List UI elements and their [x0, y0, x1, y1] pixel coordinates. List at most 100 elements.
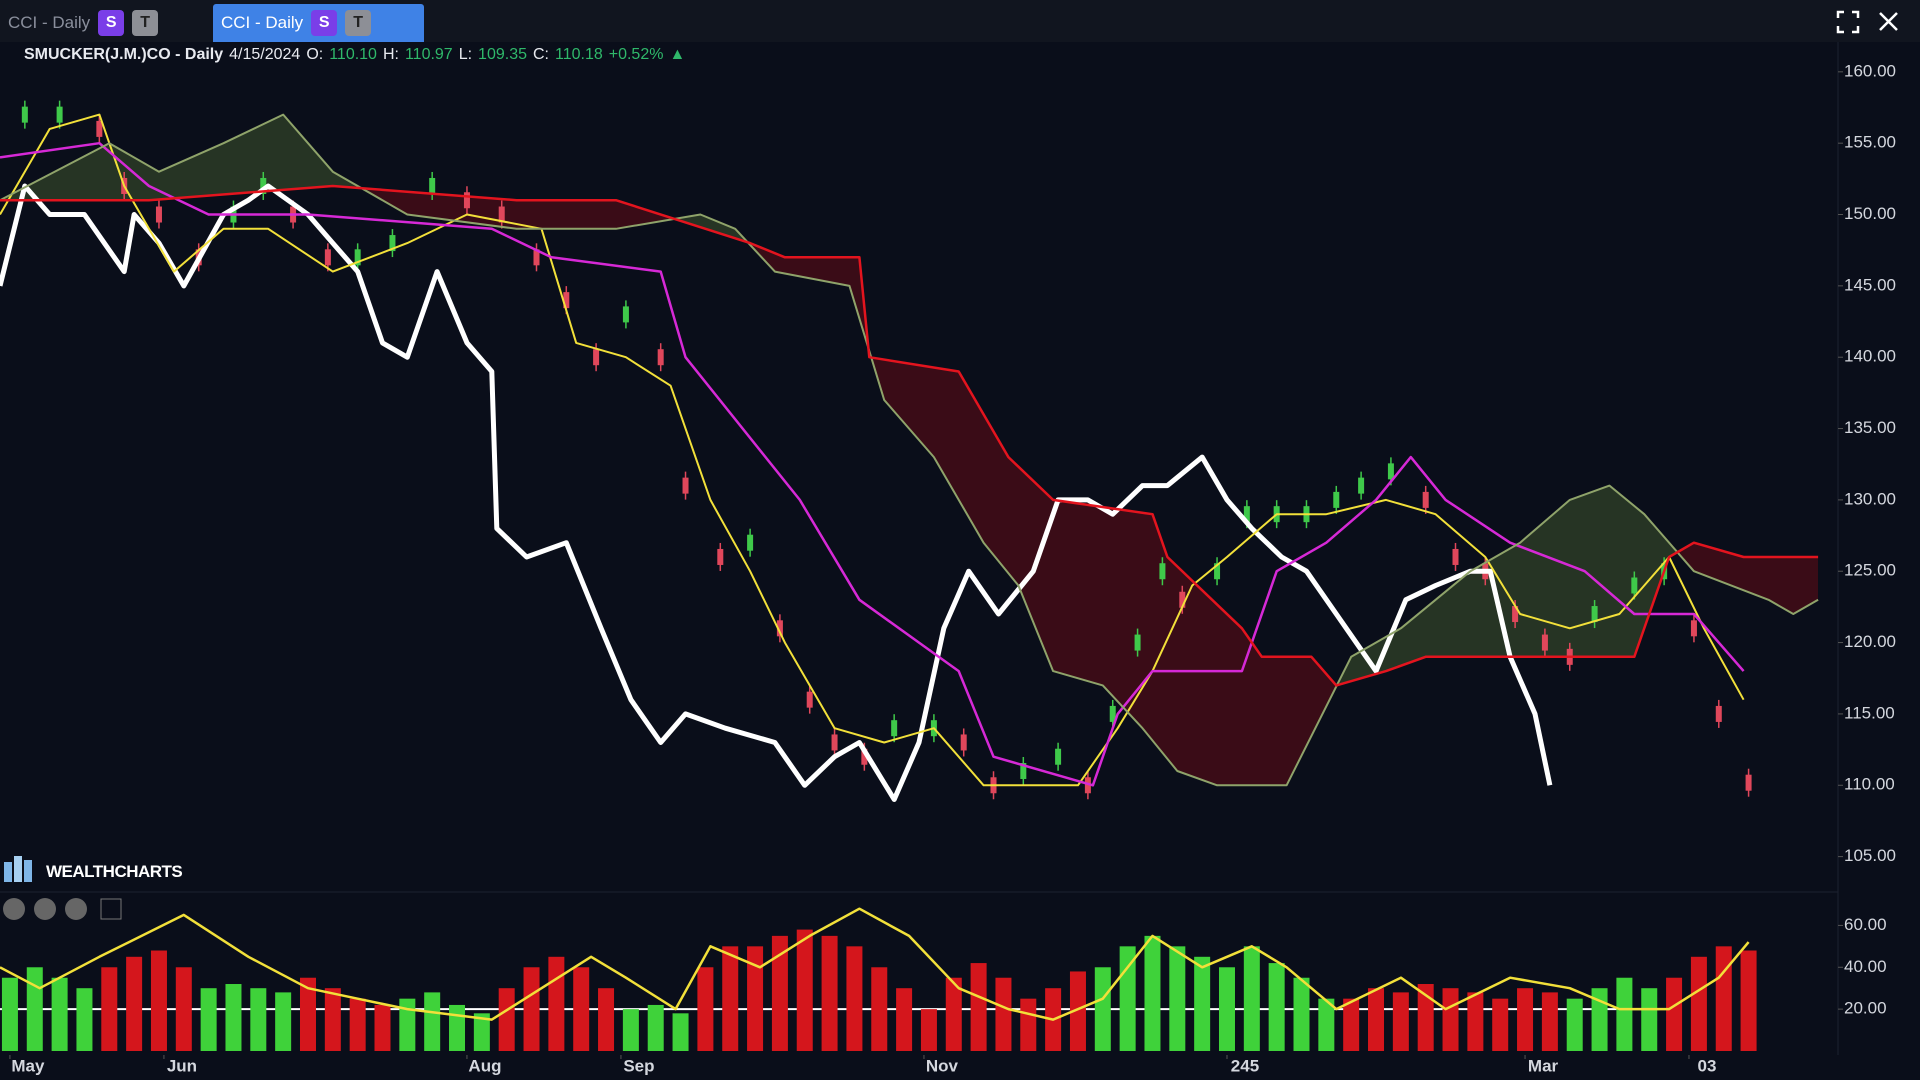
- badge[interactable]: T: [132, 10, 159, 36]
- histogram-bar: [846, 946, 863, 1051]
- candle: [533, 249, 540, 266]
- candle: [960, 734, 967, 751]
- y-tick-label: 20.00: [1844, 999, 1887, 1018]
- series-line: [0, 907, 1750, 1021]
- series-line: [0, 184, 1819, 687]
- histogram-bar: [1591, 988, 1608, 1051]
- change: +0.52%: [608, 46, 664, 63]
- panel-button[interactable]: [65, 898, 87, 920]
- y-tick-label: 145.00: [1844, 275, 1896, 294]
- histogram-bar: [647, 1004, 664, 1051]
- panel-button[interactable]: [3, 898, 25, 920]
- candle: [498, 206, 505, 223]
- candle: [1243, 506, 1250, 523]
- histogram-bar: [1293, 977, 1310, 1051]
- candle: [1358, 477, 1365, 494]
- histogram-bar: [349, 998, 366, 1051]
- candle: [324, 249, 331, 266]
- badge[interactable]: S: [98, 10, 125, 36]
- histogram-bar: [697, 967, 714, 1051]
- candle: [1452, 548, 1459, 565]
- y-tick-label: 130.00: [1844, 489, 1896, 508]
- window-controls: [1836, 10, 1898, 34]
- x-tick-label: 245: [1231, 1056, 1259, 1075]
- y-tick-label: 150.00: [1844, 204, 1896, 223]
- histogram-bar: [498, 988, 515, 1051]
- histogram-bar: [1566, 998, 1583, 1051]
- y-tick-label: 115.00: [1844, 703, 1895, 722]
- histogram-bar: [995, 977, 1012, 1051]
- y-tick-label: 125.00: [1844, 561, 1896, 580]
- candle: [1214, 563, 1221, 580]
- ohlc-key: L:: [458, 46, 473, 63]
- candle: [1387, 463, 1394, 480]
- fullscreen-button[interactable]: [1836, 10, 1860, 34]
- legend: SMUCKER(J.M.)CO - Daily 4/15/2024 O: 110.…: [24, 46, 685, 64]
- brand: WEALTHCHARTS: [46, 862, 183, 881]
- histogram-bar: [275, 992, 292, 1051]
- badge[interactable]: S: [311, 10, 338, 36]
- histogram-bar: [225, 984, 242, 1051]
- add-button[interactable]: [100, 898, 122, 920]
- symbol: SMUCKER(J.M.)CO - Daily: [24, 46, 224, 63]
- panel-button[interactable]: [34, 898, 56, 920]
- x-tick-label: Nov: [926, 1056, 959, 1075]
- histogram-bar: [399, 998, 416, 1051]
- candle: [1333, 491, 1340, 508]
- histogram-bar: [1194, 956, 1211, 1051]
- candle: [1745, 774, 1752, 791]
- tab[interactable]: CCI - Daily S T: [0, 4, 200, 42]
- y-tick-label: 120.00: [1844, 632, 1896, 651]
- candle: [1422, 491, 1429, 508]
- candle: [155, 206, 162, 223]
- series-line: [0, 113, 1819, 787]
- histogram-bar: [722, 946, 739, 1051]
- series-line: [0, 113, 1745, 787]
- histogram-bar: [1268, 963, 1285, 1051]
- histogram-bar: [920, 1009, 937, 1051]
- tab-bar: CCI - Daily S T CCI - Daily S T: [0, 0, 1920, 42]
- ohlc-value: 110.10: [329, 46, 377, 63]
- histogram-bar: [51, 977, 68, 1051]
- histogram-bar: [1318, 998, 1335, 1051]
- series-line: [0, 141, 1745, 787]
- ohlc-value: 110.18: [554, 46, 603, 63]
- candle: [1512, 606, 1519, 623]
- y-tick-label: 160.00: [1844, 61, 1896, 80]
- x-tick-label: May: [11, 1056, 45, 1075]
- candle: [1715, 705, 1722, 722]
- candle: [1084, 777, 1091, 794]
- histogram-bar: [1417, 984, 1434, 1051]
- histogram-bar: [324, 988, 341, 1051]
- candle: [429, 177, 436, 194]
- histogram-bar: [1094, 967, 1111, 1051]
- histogram-bar: [1243, 946, 1260, 1051]
- histogram-bar: [1020, 998, 1037, 1051]
- tab-label: CCI - Daily: [221, 13, 304, 32]
- candle: [593, 349, 600, 366]
- histogram-bar: [672, 1013, 689, 1051]
- tab[interactable]: CCI - Daily S T: [213, 4, 424, 42]
- candle: [861, 748, 868, 765]
- x-tick-label: 03: [1698, 1056, 1717, 1075]
- histogram-bar: [1492, 998, 1509, 1051]
- close-button[interactable]: [1879, 12, 1898, 31]
- candle: [463, 192, 470, 209]
- histogram-bar: [970, 963, 987, 1051]
- histogram-bar: [1368, 988, 1385, 1051]
- up-arrow: ▲: [669, 46, 686, 63]
- candle: [717, 548, 724, 565]
- histogram-bar: [101, 967, 118, 1051]
- candle: [1055, 748, 1062, 765]
- histogram-bar: [76, 988, 93, 1051]
- y-tick-label: 155.00: [1844, 133, 1896, 152]
- histogram-bar: [449, 1004, 466, 1051]
- badge[interactable]: T: [345, 10, 372, 36]
- candle: [1020, 762, 1027, 779]
- ohlc-key: C:: [532, 46, 549, 63]
- y-tick-label: 140.00: [1844, 347, 1896, 366]
- histogram-bar: [1169, 946, 1186, 1051]
- histogram-bar: [374, 1004, 391, 1051]
